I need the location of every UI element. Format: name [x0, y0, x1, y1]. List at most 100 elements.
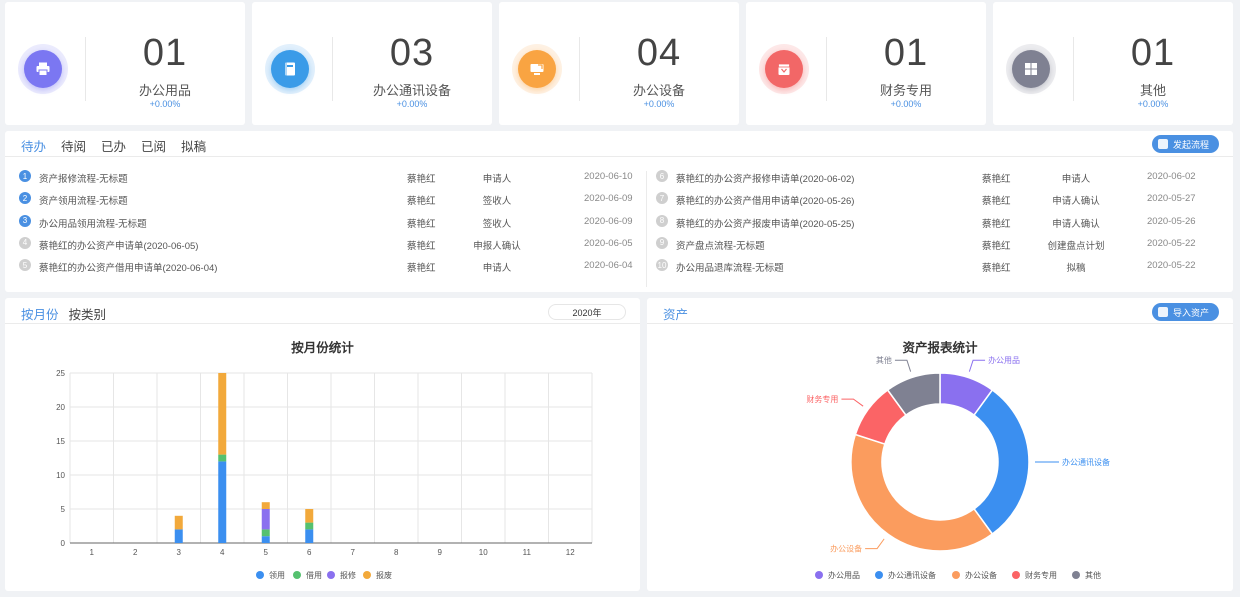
import-assets-button[interactable]: 导入资产: [1151, 303, 1219, 321]
legend-marker[interactable]: [1072, 571, 1080, 579]
slice-label: 财务专用: [806, 394, 838, 404]
donut-slice[interactable]: [850, 433, 994, 552]
legend-label[interactable]: 办公通讯设备: [888, 570, 936, 580]
bar-segment[interactable]: [261, 529, 270, 537]
legend-marker[interactable]: [256, 571, 264, 579]
bar-segment[interactable]: [305, 509, 314, 523]
document-icon: [1157, 139, 1168, 149]
todo-row[interactable]: 5 蔡艳红的办公资产借用申请单(2020-06-04) 蔡艳红 申请人 2020…: [19, 256, 639, 278]
todo-title[interactable]: 资产报修流程-无标题: [39, 174, 128, 185]
bar-segment[interactable]: [218, 454, 227, 462]
row-number-badge: 7: [656, 192, 668, 205]
stat-card[interactable]: 03 办公通讯设备 +0.00%: [252, 2, 492, 125]
bar-segment[interactable]: [261, 509, 270, 530]
todo-row[interactable]: 6 蔡艳红的办公资产报修申请单(2020-06-02) 蔡艳红 申请人 2020…: [656, 167, 1226, 189]
x-tick-label: 3: [177, 548, 182, 557]
grid-icon: [1012, 50, 1050, 88]
todo-row[interactable]: 2 资产领用流程-无标题 蔡艳红 签收人 2020-06-09: [19, 189, 639, 211]
stat-card[interactable]: 01 其他 +0.00%: [993, 2, 1233, 125]
icon-halo: [265, 44, 315, 94]
tab-by-category[interactable]: 按类别: [68, 308, 107, 322]
legend-marker[interactable]: [363, 571, 371, 579]
legend-marker[interactable]: [327, 571, 335, 579]
legend-marker[interactable]: [952, 571, 960, 579]
phonebook-icon: [271, 50, 309, 88]
todo-title[interactable]: 办公用品退库流程-无标题: [676, 263, 784, 275]
legend-label[interactable]: 借用: [306, 570, 322, 580]
divider: [826, 37, 827, 101]
bar-segment[interactable]: [261, 502, 270, 509]
donut-slice[interactable]: [886, 372, 941, 417]
legend-marker[interactable]: [875, 571, 883, 579]
todo-date: 2020-06-09: [584, 215, 633, 227]
icon-halo: [512, 44, 562, 94]
todo-title[interactable]: 办公用品领用流程-无标题: [39, 218, 147, 230]
bar-segment[interactable]: [218, 373, 227, 455]
legend-label[interactable]: 报修: [340, 570, 356, 580]
row-number-badge: 5: [19, 259, 31, 272]
year-selector[interactable]: 2020年: [548, 304, 626, 320]
todo-title[interactable]: 蔡艳红的办公资产报修申请单(2020-06-02): [676, 174, 855, 185]
donut-slice[interactable]: [973, 388, 1030, 536]
printer-icon: [24, 50, 62, 88]
legend-label[interactable]: 报废: [376, 570, 392, 580]
legend-marker[interactable]: [815, 571, 823, 579]
todo-row[interactable]: 8 蔡艳红的办公资产报废申请单(2020-05-25) 蔡艳红 申请人确认 20…: [656, 212, 1226, 234]
legend-marker[interactable]: [1012, 571, 1020, 579]
import-assets-label: 导入资产: [1172, 307, 1209, 318]
todo-row[interactable]: 1 资产报修流程-无标题 蔡艳红 申请人 2020-06-10: [19, 167, 639, 189]
legend-label[interactable]: 财务专用: [1025, 570, 1057, 580]
todo-role: 申请人确认: [1052, 196, 1100, 208]
todo-role: 申请人: [482, 263, 512, 275]
stat-change: +0.00%: [396, 99, 428, 109]
legend-label[interactable]: 办公设备: [965, 570, 997, 580]
todo-row[interactable]: 3 办公用品领用流程-无标题 蔡艳红 签收人 2020-06-09: [19, 212, 639, 234]
stat-change: +0.00%: [890, 99, 922, 109]
stat-change: +0.00%: [643, 99, 675, 109]
start-process-button[interactable]: 发起流程: [1151, 135, 1219, 153]
legend-marker[interactable]: [293, 571, 301, 579]
stat-count: 01: [1130, 32, 1176, 74]
todo-row[interactable]: 4 蔡艳红的办公资产申请单(2020-06-05) 蔡艳红 申报人确认 2020…: [19, 234, 639, 256]
tab-assets[interactable]: 资产: [663, 308, 689, 322]
tab-draft[interactable]: 拟稿: [181, 140, 207, 154]
y-tick-label: 20: [56, 403, 65, 412]
legend-label[interactable]: 领用: [269, 570, 285, 580]
bar-segment[interactable]: [174, 515, 183, 530]
legend-label[interactable]: 其他: [1085, 570, 1101, 580]
todo-title[interactable]: 蔡艳红的办公资产申请单(2020-06-05): [39, 240, 199, 252]
stat-card[interactable]: 01 办公用品 +0.00%: [5, 2, 245, 125]
todo-row[interactable]: 10 办公用品退库流程-无标题 蔡艳红 拟稿 2020-05-22: [656, 256, 1226, 278]
y-tick-label: 0: [61, 539, 66, 548]
todo-title[interactable]: 蔡艳红的办公资产借用申请单(2020-06-04): [39, 263, 218, 275]
bar-segment[interactable]: [305, 522, 314, 530]
bar-segment[interactable]: [261, 536, 270, 543]
todo-person: 蔡艳红: [407, 196, 436, 208]
tab-read[interactable]: 已阅: [141, 140, 167, 154]
tab-todo[interactable]: 待办: [21, 140, 47, 154]
todo-row[interactable]: 7 蔡艳红的办公资产借用申请单(2020-05-26) 蔡艳红 申请人确认 20…: [656, 189, 1226, 211]
bar-segment[interactable]: [218, 461, 227, 543]
legend-label[interactable]: 办公用品: [828, 570, 860, 580]
row-number-badge: 3: [19, 214, 31, 227]
todo-title[interactable]: 蔡艳红的办公资产报废申请单(2020-05-25): [676, 218, 855, 230]
todo-title[interactable]: 资产领用流程-无标题: [39, 196, 128, 208]
stat-card[interactable]: 01 财务专用 +0.00%: [746, 2, 986, 125]
todo-row[interactable]: 9 资产盘点流程-无标题 蔡艳红 创建盘点计划 2020-05-22: [656, 234, 1226, 256]
bar-segment[interactable]: [174, 529, 183, 543]
tab-done[interactable]: 已办: [101, 140, 127, 154]
todo-role: 申请人: [482, 174, 512, 185]
tab-to-read[interactable]: 待阅: [61, 140, 87, 154]
label-line: [865, 538, 885, 550]
todo-title[interactable]: 资产盘点流程-无标题: [676, 240, 765, 252]
row-number-badge: 4: [19, 236, 31, 249]
row-number-badge: 10: [656, 259, 668, 272]
todo-date: 2020-05-27: [1147, 193, 1196, 205]
todo-title[interactable]: 蔡艳红的办公资产借用申请单(2020-05-26): [676, 196, 855, 208]
bar-segment[interactable]: [305, 529, 314, 543]
monthly-tabs: 按月份 按类别: [21, 304, 106, 323]
stat-card[interactable]: 04 办公设备 +0.00%: [499, 2, 739, 125]
todo-role: 签收人: [482, 218, 512, 230]
tab-by-month[interactable]: 按月份: [21, 308, 59, 322]
